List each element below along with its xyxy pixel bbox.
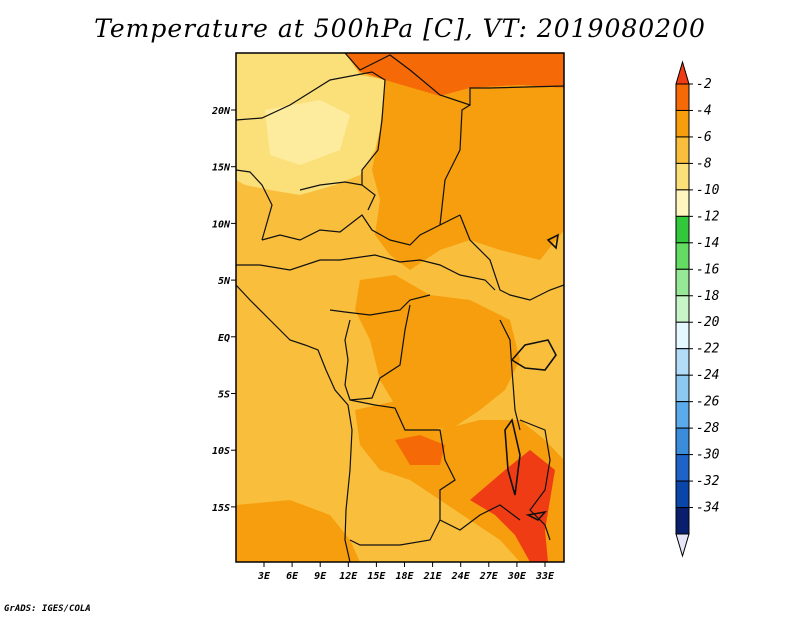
colorbar-swatch (675, 401, 690, 429)
warm-west (236, 500, 360, 562)
colorbar-swatch (675, 109, 690, 138)
colorbar-swatch (675, 268, 690, 297)
country-borders (236, 53, 564, 562)
lon-tick-label: 6E (286, 571, 299, 582)
colorbar-swatch (675, 215, 690, 244)
colorbar: -2 -4 -6 -8 -10 -12 -14 -16 -18 -20 -22 -24 -26 -28 -3… (675, 60, 720, 558)
lon-tick-label: 30E (507, 571, 527, 582)
lon-tick-label: 27E (479, 571, 499, 582)
lakes (504, 233, 560, 521)
colorbar-label: -4 (696, 103, 712, 118)
warm-central-africa (355, 275, 520, 430)
colorbar-swatch (675, 507, 690, 535)
lat-tick-label: 5S (218, 390, 230, 401)
colorbar-label: -30 (696, 448, 720, 463)
longitude-axis: 3E 6E 9E 12E 15E 18E 21E 24E 27E 30E 33E (257, 562, 555, 582)
lon-tick-label: 33E (535, 571, 555, 582)
colorbar-label: -34 (696, 501, 719, 516)
map-frame (235, 52, 565, 563)
colorbar-label: -28 (696, 421, 720, 436)
colorbar-label: -14 (696, 236, 719, 251)
colorbar-swatch (675, 454, 690, 482)
lat-tick-label: EQ (218, 333, 230, 344)
lat-tick-label: 5N (218, 276, 231, 287)
lon-tick-label: 24E (451, 571, 471, 582)
lon-tick-label: 15E (367, 571, 386, 582)
colorbar-label: -10 (696, 183, 720, 198)
lon-tick-label: 18E (395, 571, 414, 582)
colorbar-label: -16 (696, 262, 720, 277)
lon-tick-label: 12E (339, 571, 358, 582)
colorbar-top-arrow (675, 60, 690, 85)
colorbar-swatch (675, 348, 690, 376)
colorbar-label: -8 (696, 156, 712, 171)
hot-angola-patch (395, 435, 445, 465)
colorbar-swatch (675, 83, 690, 111)
colorbar-label: -20 (696, 315, 720, 330)
lon-tick-label: 3E (257, 571, 271, 582)
colorbar-label: -26 (696, 395, 720, 410)
cold-sahara-north-inner (265, 100, 350, 165)
colorbar-swatch (675, 295, 690, 323)
colorbar-bottom-arrow (675, 533, 690, 558)
colorbar-label: -6 (696, 130, 712, 145)
colorbar-label: -22 (696, 342, 720, 357)
colorbar-swatch (675, 374, 690, 403)
colorbar-label: -12 (696, 209, 720, 224)
lat-tick-label: 10N (212, 219, 231, 230)
grads-credit: GrADS: IGES/COLA (4, 604, 91, 614)
colorbar-swatch (675, 321, 690, 350)
hot-mozambique (470, 450, 555, 562)
warm-sudan (372, 80, 564, 270)
chart-title: Temperature at 500hPa [C], VT: 201908020… (94, 14, 706, 43)
colorbar-label: -18 (696, 289, 720, 304)
colorbar-swatch (675, 480, 690, 509)
colorbar-swatch (675, 427, 690, 456)
colorbar-swatch (675, 189, 690, 217)
colorbar-label: -32 (696, 474, 720, 489)
lon-tick-label: 21E (423, 571, 443, 582)
lon-tick-label: 9E (314, 571, 327, 582)
latitude-axis: 20N 15N 10N 5N EQ 5S 10S 15S (211, 106, 236, 514)
temperature-field (236, 53, 564, 562)
colorbar-swatch (675, 162, 690, 191)
lat-tick-label: 15N (212, 163, 231, 174)
lat-tick-label: 10S (212, 446, 230, 457)
lat-tick-label: 15S (212, 503, 230, 514)
lat-tick-label: 20N (211, 106, 231, 117)
colorbar-label: -24 (696, 368, 719, 383)
colorbar-swatch (675, 136, 690, 164)
colorbar-label: -2 (696, 77, 712, 92)
colorbar-swatch (675, 242, 690, 270)
